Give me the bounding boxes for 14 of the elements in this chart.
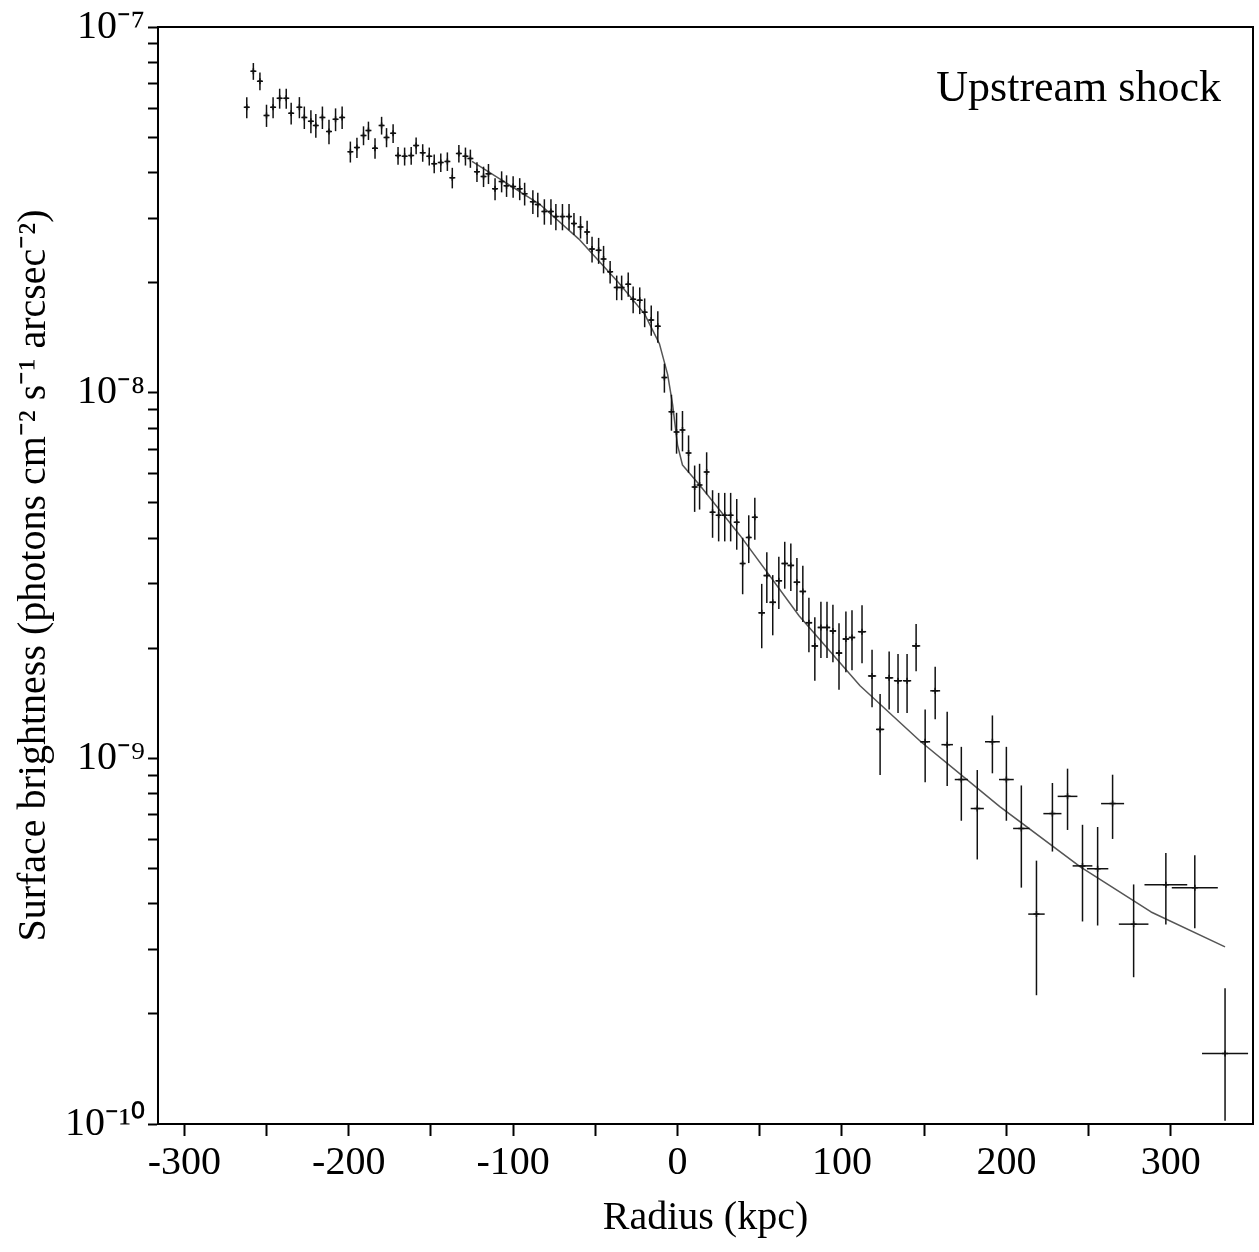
x-axis-title: Radius (kpc) [602, 1192, 809, 1238]
y-tick-label: 10⁻⁷ [77, 1, 145, 47]
x-tick-label: 0 [667, 1137, 688, 1183]
x-tick-label: 300 [1140, 1137, 1201, 1183]
x-tick-label: -300 [147, 1137, 221, 1183]
annotation: Upstream shock [936, 61, 1221, 111]
x-tick-label: 100 [811, 1137, 872, 1183]
y-axis-title: Surface brightness (photons cm⁻² s⁻¹ arcsec⁻²) [8, 209, 54, 942]
y-tick-label: 10⁻⁹ [77, 732, 145, 778]
y-tick-label: 10⁻⁸ [77, 367, 145, 413]
x-tick-label: -100 [476, 1137, 550, 1183]
x-tick-label: -200 [312, 1137, 386, 1183]
y-tick-label: 10⁻¹⁰ [64, 1098, 145, 1144]
x-tick-label: 200 [976, 1137, 1037, 1183]
